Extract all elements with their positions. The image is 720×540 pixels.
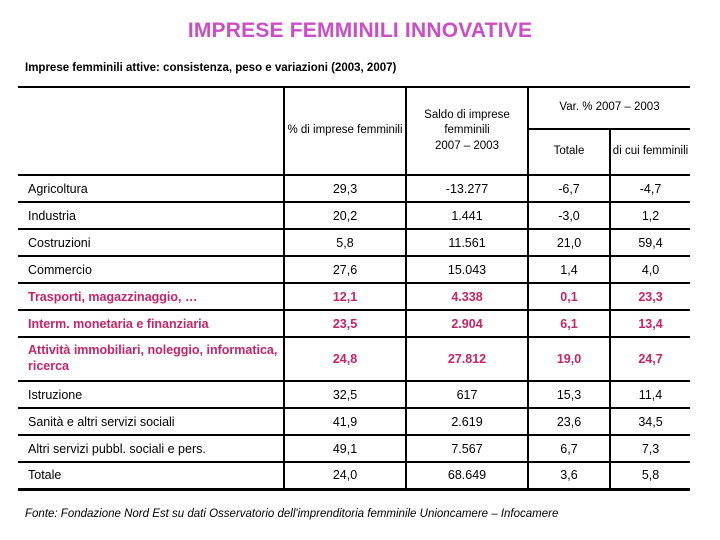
cell-saldo: 617	[405, 381, 528, 408]
table-row-sanita: Sanità e altri servizi sociali 41,9 2.61…	[18, 408, 691, 435]
row-label: Costruzioni	[28, 235, 91, 250]
cell-var-totale: 6,1	[527, 310, 610, 337]
cell-var-totale: 3,6	[527, 462, 610, 489]
page-subtitle: Imprese femminili attive: consistenza, p…	[25, 62, 397, 74]
col-header-var-totale: Totale	[527, 129, 610, 175]
cell-saldo: 27.812	[405, 337, 528, 381]
col-header-empty	[18, 87, 284, 175]
cell-pct: 29,3	[283, 175, 406, 202]
source-note: Fonte: Fondazione Nord Est su dati Osser…	[25, 508, 559, 520]
cell-saldo: 2.904	[405, 310, 528, 337]
cell-var-totale: 21,0	[527, 229, 610, 256]
cell-var-femminili: 34,5	[608, 408, 691, 435]
row-label: Interm. monetaria e finanziaria	[28, 316, 209, 331]
cell-var-totale: 6,7	[527, 435, 610, 462]
cell-saldo: 2.619	[405, 408, 528, 435]
cell-pct: 24,8	[283, 337, 406, 381]
cell-var-totale: 0,1	[527, 283, 610, 310]
cell-pct: 23,5	[283, 310, 406, 337]
table-row-totale: Totale 24,0 68.649 3,6 5,8	[18, 462, 691, 489]
cell-saldo: 7.567	[405, 435, 528, 462]
table-row-interm-monetaria-highlighted: Interm. monetaria e finanziaria 23,5 2.9…	[18, 310, 691, 337]
cell-pct: 41,9	[283, 408, 406, 435]
row-label: Totale	[28, 468, 62, 483]
table-row-istruzione: Istruzione 32,5 617 15,3 11,4	[18, 381, 691, 408]
cell-var-femminili: 11,4	[608, 381, 691, 408]
cell-saldo: 68.649	[405, 462, 528, 489]
table-body: Agricoltura 29,3 -13.277 -6,7 -4,7 Indus…	[18, 175, 691, 489]
col-header-var-di-cui-femminili: di cui femminili	[608, 129, 691, 175]
cell-saldo: 11.561	[405, 229, 528, 256]
cell-pct: 5,8	[283, 229, 406, 256]
row-label: Industria	[28, 208, 76, 223]
cell-var-totale: 15,3	[527, 381, 610, 408]
col-header-var-group: Var. % 2007 – 2003	[526, 87, 691, 130]
row-label: Commercio	[28, 262, 92, 277]
row-label: Istruzione	[28, 387, 83, 402]
row-label: Attività immobiliari, noleggio, informat…	[28, 343, 278, 373]
row-label: Agricoltura	[28, 181, 88, 196]
cell-var-femminili: 4,0	[608, 256, 691, 283]
cell-pct: 32,5	[283, 381, 406, 408]
cell-var-femminili: 59,4	[608, 229, 691, 256]
col-header-saldo-line2: 2007 – 2003	[435, 139, 499, 152]
cell-var-totale: 1,4	[527, 256, 610, 283]
data-table: % di imprese femminili Saldo di imprese …	[18, 86, 691, 491]
table-header: % di imprese femminili Saldo di imprese …	[18, 87, 691, 175]
cell-var-femminili: 23,3	[608, 283, 691, 310]
table-row-trasporti-highlighted: Trasporti, magazzinaggio, … 12,1 4.338 0…	[18, 283, 691, 310]
table-row-agricoltura: Agricoltura 29,3 -13.277 -6,7 -4,7	[18, 175, 691, 202]
cell-var-totale: -6,7	[527, 175, 610, 202]
cell-var-totale: 19,0	[527, 337, 610, 381]
cell-saldo: 15.043	[405, 256, 528, 283]
table-row-industria: Industria 20,2 1.441 -3,0 1,2	[18, 202, 691, 229]
cell-var-femminili: 5,8	[608, 462, 691, 489]
table-row-costruzioni: Costruzioni 5,8 11.561 21,0 59,4	[18, 229, 691, 256]
cell-saldo: -13.277	[405, 175, 528, 202]
cell-var-femminili: -4,7	[608, 175, 691, 202]
cell-var-totale: 23,6	[527, 408, 610, 435]
row-label: Sanità e altri servizi sociali	[28, 414, 175, 429]
cell-pct: 27,6	[283, 256, 406, 283]
table-row-altri-servizi: Altri servizi pubbl. sociali e pers. 49,…	[18, 435, 691, 462]
cell-var-femminili: 7,3	[608, 435, 691, 462]
cell-var-femminili: 13,4	[608, 310, 691, 337]
col-header-saldo-line1: Saldo di imprese femminili	[424, 108, 510, 137]
cell-pct: 20,2	[283, 202, 406, 229]
col-header-pct-imprese-femminili: % di imprese femminili	[283, 87, 406, 175]
page-title: IMPRESE FEMMINILI INNOVATIVE	[187, 19, 533, 42]
cell-pct: 12,1	[283, 283, 406, 310]
cell-saldo: 1.441	[405, 202, 528, 229]
cell-var-femminili: 24,7	[608, 337, 691, 381]
cell-var-totale: -3,0	[527, 202, 610, 229]
row-label: Trasporti, magazzinaggio, …	[28, 289, 198, 304]
col-header-saldo: Saldo di imprese femminili 2007 – 2003	[405, 87, 528, 175]
data-table-container: % di imprese femminili Saldo di imprese …	[18, 86, 691, 491]
table-row-attivita-immobiliari-highlighted: Attività immobiliari, noleggio, informat…	[18, 337, 691, 381]
cell-pct: 24,0	[283, 462, 406, 489]
cell-saldo: 4.338	[405, 283, 528, 310]
row-label: Altri servizi pubbl. sociali e pers.	[28, 441, 206, 456]
cell-pct: 49,1	[283, 435, 406, 462]
table-row-commercio: Commercio 27,6 15.043 1,4 4,0	[18, 256, 691, 283]
cell-var-femminili: 1,2	[608, 202, 691, 229]
